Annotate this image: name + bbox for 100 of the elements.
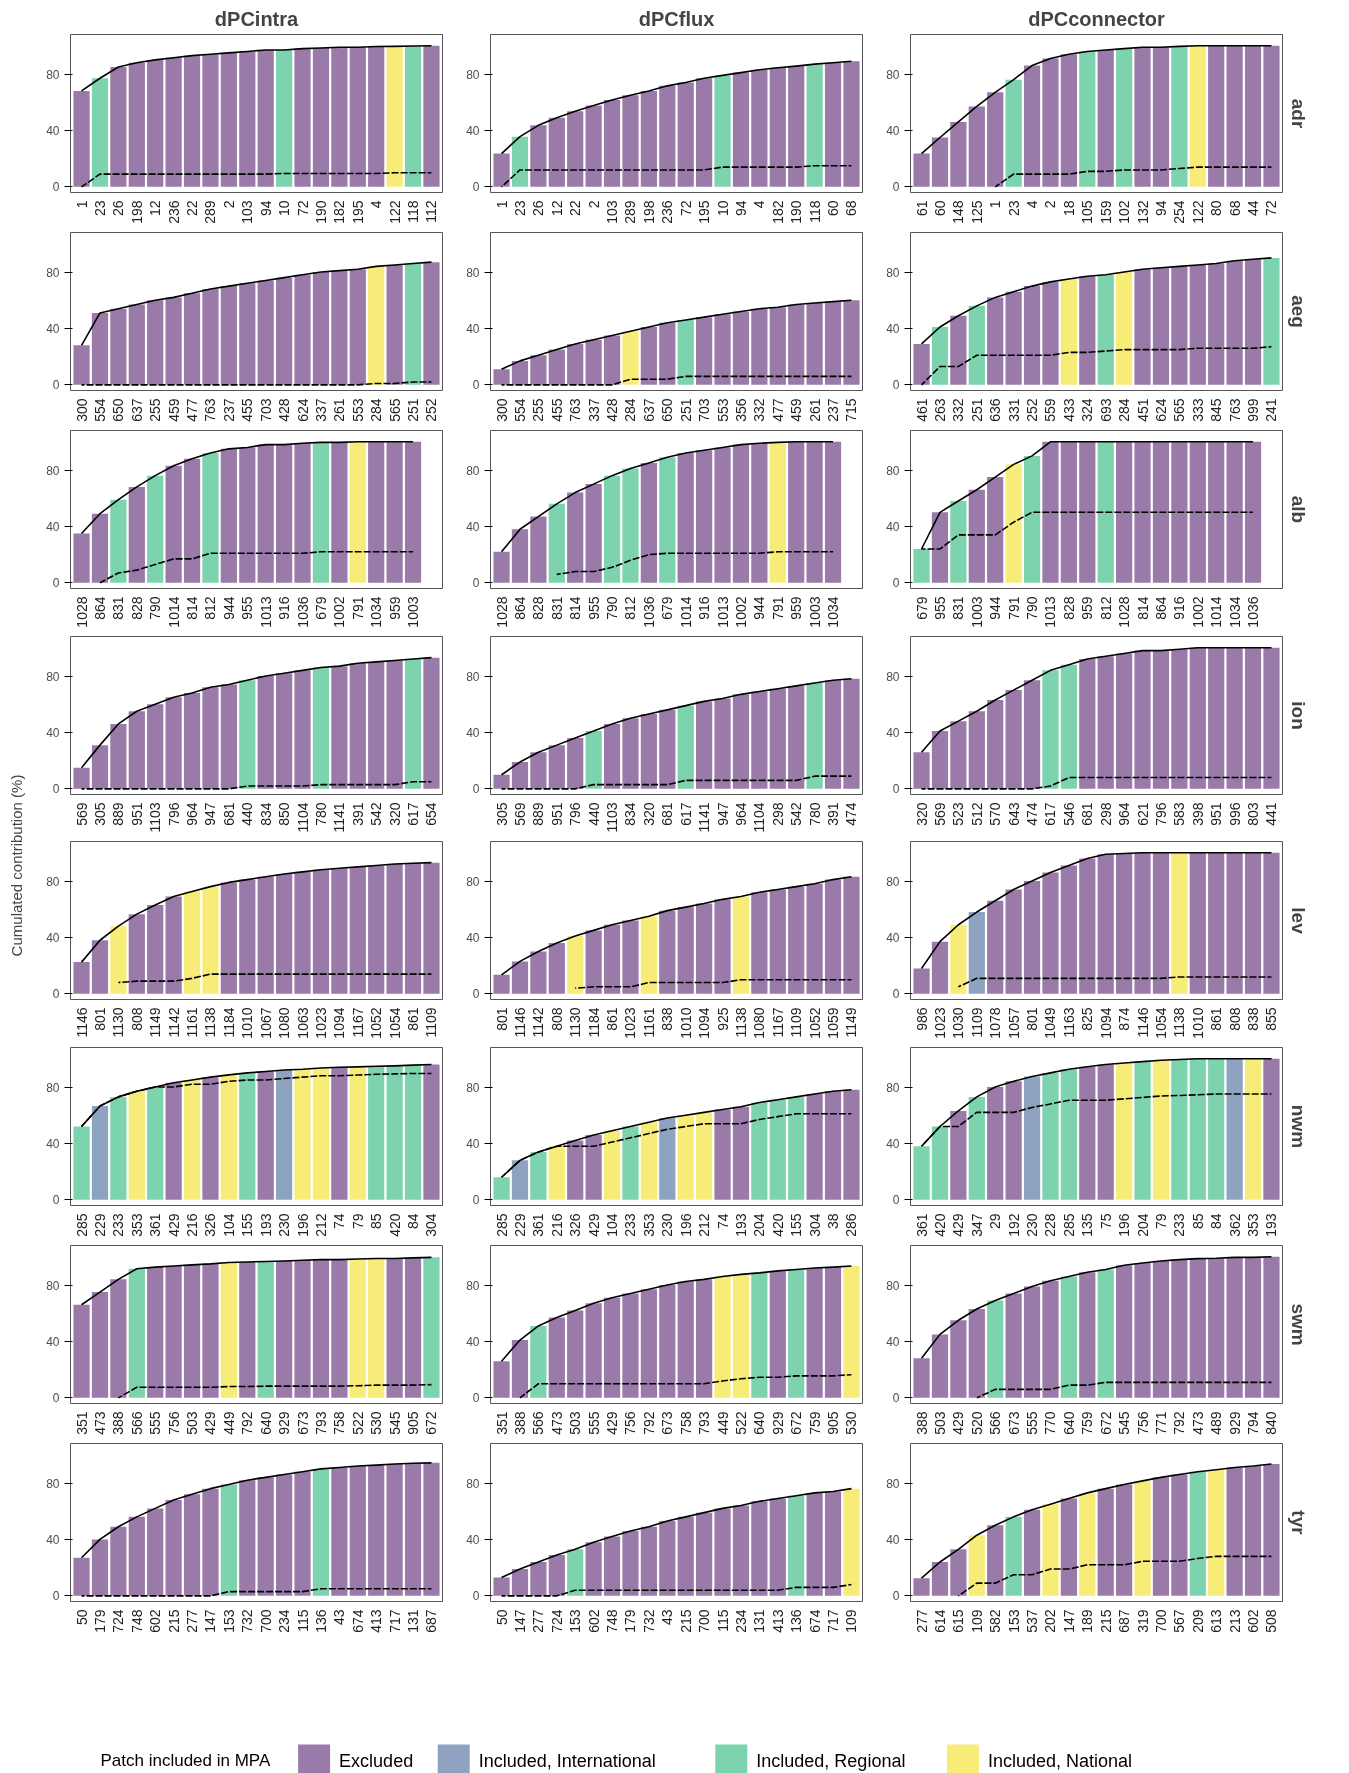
bar [165, 896, 182, 994]
bar [751, 308, 768, 385]
x-tick-label: 298 [769, 802, 786, 826]
x-tick-label: 216 [548, 1213, 565, 1237]
x-tick-label: 441 [1263, 802, 1280, 826]
bar [110, 926, 127, 994]
x-tick-label: 1146 [1134, 1007, 1151, 1038]
x-tick-label: 602 [147, 1609, 164, 1633]
bar [968, 912, 985, 994]
x-tick-label: 234 [276, 1609, 293, 1633]
x-tick-label: 1010 [1189, 1007, 1206, 1039]
y-tick-label: 0 [52, 378, 60, 393]
bar [732, 72, 750, 187]
bar [404, 1065, 422, 1200]
x-tick-label: 700 [257, 1609, 274, 1633]
x-tick-label: 673 [294, 1411, 311, 1435]
x-tick-label: 1057 [1005, 1007, 1022, 1039]
bar [73, 345, 90, 385]
bar [769, 889, 786, 994]
x-tick-label: 1 [987, 200, 1004, 209]
line-series [574, 978, 853, 990]
x-tick-label: 196 [677, 1213, 694, 1237]
bar [1171, 441, 1188, 583]
bar [1263, 647, 1280, 789]
bar [511, 136, 529, 187]
x-tick-label: 148 [950, 200, 967, 224]
bar [585, 1542, 602, 1596]
x-tick-label: 530 [368, 1411, 385, 1435]
bar [806, 883, 823, 994]
bar [640, 1122, 657, 1200]
bar [1060, 1276, 1077, 1398]
bar [659, 1521, 676, 1596]
x-tick-label: 763 [202, 398, 219, 422]
text: ion [1287, 701, 1309, 730]
bar [91, 1539, 109, 1596]
bar [622, 1530, 639, 1596]
x-tick-label: 2 [585, 200, 602, 209]
bar [73, 962, 90, 994]
bar [73, 1557, 90, 1596]
x-tick-label: 254 [1171, 200, 1188, 224]
x-tick-label: 687 [423, 1609, 440, 1633]
x-tick-label: 861 [1208, 1007, 1225, 1031]
x-tick-label: 1094 [696, 1007, 713, 1039]
bar [1189, 264, 1206, 385]
bar [1226, 647, 1243, 789]
bar [183, 1264, 201, 1398]
bar [349, 441, 366, 583]
x-tick-label: 1109 [423, 1007, 440, 1038]
bar [567, 738, 584, 789]
x-tick-label: 449 [220, 1411, 237, 1435]
bar [91, 1106, 109, 1200]
x-tick-label: 331 [1005, 398, 1022, 422]
bar [1208, 1469, 1225, 1596]
line-series [500, 1487, 853, 1579]
x-tick-label: 233 [110, 1213, 127, 1237]
bar [110, 1526, 127, 1596]
bar [128, 486, 145, 583]
bar [1152, 47, 1170, 187]
x-tick-label: 289 [622, 200, 639, 224]
bar [386, 441, 403, 583]
y-tick-label: 0 [52, 1391, 60, 1406]
bar [276, 50, 293, 187]
x-tick-label: 801 [91, 1007, 108, 1031]
bar [1134, 650, 1151, 789]
bar [931, 327, 949, 385]
bar [110, 66, 127, 187]
bar [769, 67, 786, 187]
x-tick-label: 700 [696, 1609, 713, 1633]
bar [386, 1065, 403, 1200]
y-tick-label: 80 [466, 1080, 480, 1095]
x-tick-label: 503 [184, 1411, 201, 1435]
bar [147, 300, 164, 385]
x-tick-label: 94 [1152, 200, 1169, 217]
y-tick-label: 0 [892, 987, 900, 1002]
x-tick-label: 104 [604, 1213, 621, 1237]
x-tick-label: 319 [1134, 1609, 1151, 1633]
x-tick-label: 1 [493, 200, 510, 209]
bar [1097, 1269, 1114, 1398]
x-tick-label: 459 [788, 398, 805, 422]
bar [1042, 281, 1059, 385]
bar [202, 453, 219, 583]
x-tick-label: 261 [331, 398, 348, 422]
y-tick-label: 0 [52, 1589, 60, 1604]
bar [239, 1072, 256, 1200]
x-tick-label: 602 [585, 1609, 602, 1633]
y-tick-label: 40 [886, 1532, 900, 1547]
x-tick-label: 153 [1005, 1609, 1022, 1633]
bar [843, 300, 860, 385]
bar [202, 1488, 219, 1596]
bar [1023, 455, 1041, 583]
x-tick-label: 756 [165, 1411, 182, 1435]
x-tick-label: 1080 [276, 1007, 293, 1039]
y-tick-label: 40 [46, 1334, 60, 1349]
bar [1244, 852, 1262, 994]
bar [183, 1494, 201, 1596]
x-tick-label: 1146 [511, 1007, 528, 1038]
x-tick-label: 455 [239, 398, 256, 422]
bar [423, 45, 440, 187]
bar [1079, 276, 1096, 385]
bar [1060, 441, 1077, 583]
